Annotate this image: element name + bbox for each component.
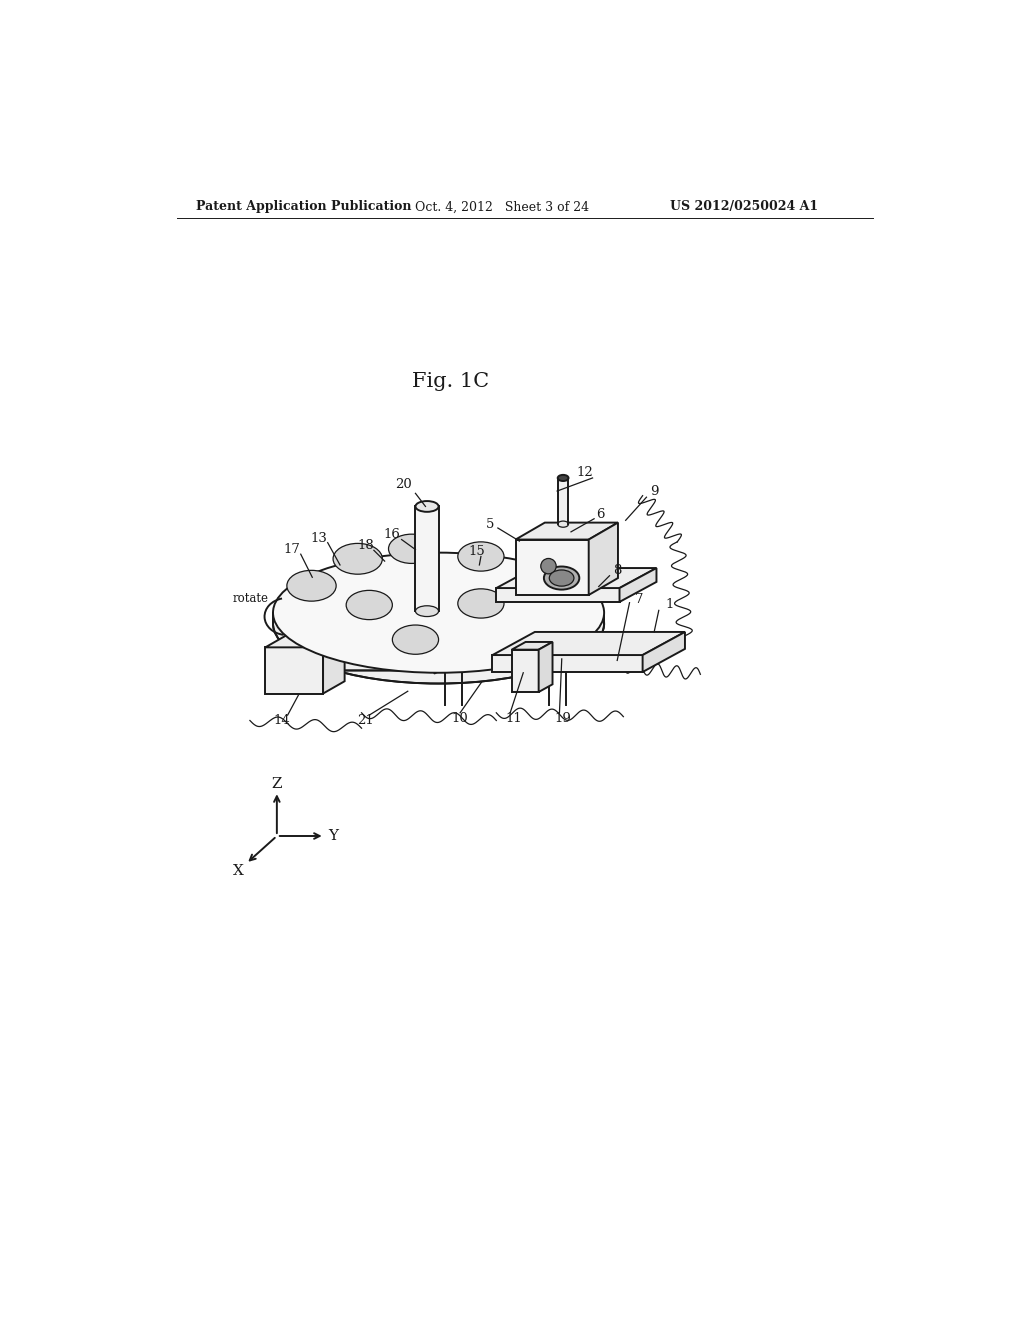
Polygon shape [497, 568, 656, 589]
Polygon shape [323, 635, 345, 693]
Ellipse shape [458, 589, 504, 618]
Polygon shape [512, 649, 539, 692]
Ellipse shape [416, 502, 438, 512]
Text: 14: 14 [273, 714, 291, 727]
Ellipse shape [544, 566, 580, 590]
Polygon shape [515, 523, 617, 540]
Polygon shape [589, 523, 617, 595]
Text: 21: 21 [357, 714, 374, 727]
Text: 10: 10 [452, 713, 469, 726]
Text: 7: 7 [635, 593, 643, 606]
Polygon shape [539, 642, 553, 692]
Ellipse shape [416, 606, 438, 616]
Text: 8: 8 [613, 564, 622, 577]
Text: 11: 11 [506, 713, 522, 726]
Text: Z: Z [271, 776, 282, 791]
Ellipse shape [287, 570, 336, 601]
Polygon shape [497, 589, 620, 602]
Ellipse shape [541, 558, 556, 574]
Text: 5: 5 [486, 517, 495, 531]
Text: Fig. 1C: Fig. 1C [412, 372, 488, 391]
Text: Patent Application Publication: Patent Application Publication [196, 201, 412, 214]
Text: 16: 16 [384, 528, 400, 541]
Ellipse shape [458, 541, 504, 572]
Text: 1: 1 [666, 598, 674, 611]
Ellipse shape [346, 590, 392, 619]
Polygon shape [515, 540, 589, 595]
Polygon shape [493, 632, 685, 655]
Polygon shape [620, 568, 656, 602]
Text: 20: 20 [395, 478, 413, 491]
Ellipse shape [558, 521, 568, 527]
Text: Y: Y [328, 829, 338, 843]
Ellipse shape [333, 544, 382, 574]
Bar [558, 478, 568, 524]
Ellipse shape [549, 570, 573, 586]
Text: 12: 12 [577, 466, 593, 479]
Ellipse shape [273, 564, 604, 684]
Text: rotate: rotate [233, 593, 269, 606]
Text: 15: 15 [469, 545, 485, 557]
Bar [416, 507, 438, 611]
Polygon shape [493, 655, 643, 672]
Text: 18: 18 [357, 539, 374, 552]
Ellipse shape [392, 626, 438, 655]
Text: X: X [232, 865, 244, 878]
Polygon shape [512, 642, 553, 649]
Text: 17: 17 [283, 543, 300, 556]
Text: 9: 9 [650, 484, 658, 498]
Text: 6: 6 [596, 508, 604, 520]
Text: 19: 19 [555, 711, 571, 725]
Ellipse shape [558, 475, 568, 480]
Ellipse shape [273, 553, 604, 673]
Ellipse shape [388, 535, 435, 564]
Polygon shape [265, 647, 323, 693]
Text: 13: 13 [310, 532, 327, 545]
Polygon shape [265, 635, 345, 647]
Text: US 2012/0250024 A1: US 2012/0250024 A1 [670, 201, 818, 214]
Polygon shape [643, 632, 685, 672]
Text: Oct. 4, 2012   Sheet 3 of 24: Oct. 4, 2012 Sheet 3 of 24 [416, 201, 590, 214]
